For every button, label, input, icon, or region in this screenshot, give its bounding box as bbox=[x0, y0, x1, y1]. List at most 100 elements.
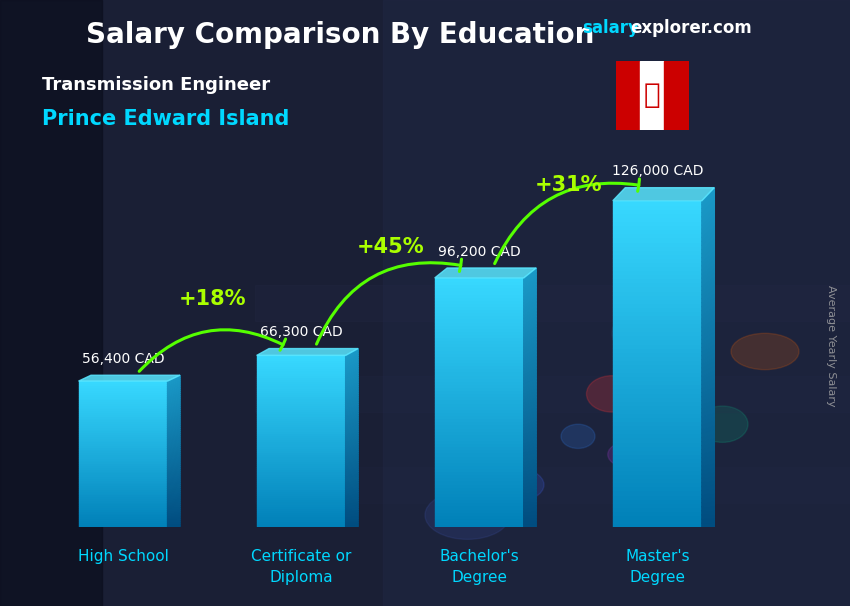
Bar bbox=[257, 484, 346, 487]
Bar bbox=[434, 418, 524, 421]
Bar bbox=[257, 426, 346, 428]
Polygon shape bbox=[524, 475, 536, 481]
Polygon shape bbox=[346, 367, 358, 375]
Polygon shape bbox=[702, 324, 714, 335]
Bar bbox=[257, 469, 346, 471]
Polygon shape bbox=[346, 447, 358, 452]
Polygon shape bbox=[524, 395, 536, 402]
Bar bbox=[434, 340, 524, 344]
Polygon shape bbox=[702, 243, 714, 258]
Bar bbox=[613, 490, 702, 494]
Bar bbox=[613, 245, 702, 250]
Polygon shape bbox=[702, 226, 714, 242]
Bar bbox=[613, 299, 702, 303]
Bar bbox=[78, 452, 167, 454]
Bar bbox=[78, 454, 167, 456]
Bar bbox=[78, 504, 167, 505]
Bar bbox=[613, 454, 702, 458]
Polygon shape bbox=[702, 281, 714, 295]
Bar bbox=[613, 487, 702, 490]
Polygon shape bbox=[524, 301, 536, 312]
Polygon shape bbox=[167, 390, 180, 398]
Polygon shape bbox=[702, 366, 714, 376]
Bar bbox=[613, 335, 702, 339]
Bar bbox=[257, 370, 346, 373]
Bar bbox=[613, 356, 702, 360]
Bar bbox=[434, 325, 524, 328]
Bar bbox=[434, 415, 524, 418]
Polygon shape bbox=[167, 457, 180, 461]
Polygon shape bbox=[346, 514, 358, 516]
Ellipse shape bbox=[612, 303, 714, 364]
Bar bbox=[257, 504, 346, 506]
Bar bbox=[613, 225, 702, 229]
Bar bbox=[257, 411, 346, 413]
Bar bbox=[613, 393, 702, 396]
Bar bbox=[78, 407, 167, 408]
Bar bbox=[613, 384, 702, 388]
Bar bbox=[78, 463, 167, 465]
Polygon shape bbox=[167, 385, 180, 392]
Bar bbox=[78, 401, 167, 403]
Polygon shape bbox=[702, 290, 714, 303]
Bar bbox=[257, 409, 346, 411]
Polygon shape bbox=[702, 268, 714, 282]
Polygon shape bbox=[702, 391, 714, 401]
Polygon shape bbox=[524, 508, 536, 511]
Bar bbox=[613, 258, 702, 262]
Polygon shape bbox=[524, 479, 536, 484]
Polygon shape bbox=[167, 407, 180, 414]
Polygon shape bbox=[702, 345, 714, 356]
Bar bbox=[257, 523, 346, 525]
Bar bbox=[78, 524, 167, 525]
Polygon shape bbox=[524, 410, 536, 418]
Bar bbox=[434, 362, 524, 365]
Bar bbox=[613, 401, 702, 405]
Polygon shape bbox=[167, 430, 180, 436]
Bar bbox=[434, 359, 524, 362]
Bar bbox=[434, 508, 524, 511]
Bar bbox=[434, 331, 524, 334]
Polygon shape bbox=[346, 427, 358, 433]
Bar bbox=[257, 416, 346, 418]
Bar bbox=[78, 493, 167, 494]
Bar bbox=[257, 454, 346, 456]
Bar bbox=[613, 250, 702, 254]
Polygon shape bbox=[167, 459, 180, 463]
Bar bbox=[255, 467, 850, 503]
Polygon shape bbox=[167, 519, 180, 522]
Bar bbox=[78, 381, 167, 383]
Polygon shape bbox=[702, 408, 714, 417]
Polygon shape bbox=[702, 277, 714, 290]
Bar bbox=[434, 371, 524, 375]
Bar bbox=[78, 443, 167, 445]
Polygon shape bbox=[346, 429, 358, 435]
Polygon shape bbox=[346, 516, 358, 519]
Polygon shape bbox=[167, 444, 180, 448]
Polygon shape bbox=[524, 488, 536, 493]
Bar bbox=[257, 428, 346, 431]
Polygon shape bbox=[524, 498, 536, 502]
Polygon shape bbox=[346, 431, 358, 437]
Bar bbox=[257, 482, 346, 484]
Bar bbox=[434, 474, 524, 478]
Polygon shape bbox=[346, 491, 358, 495]
Bar bbox=[257, 377, 346, 379]
Polygon shape bbox=[524, 385, 536, 393]
Polygon shape bbox=[524, 291, 536, 303]
Polygon shape bbox=[702, 298, 714, 311]
Polygon shape bbox=[167, 482, 180, 485]
Polygon shape bbox=[702, 481, 714, 487]
Bar bbox=[257, 435, 346, 437]
Polygon shape bbox=[167, 392, 180, 399]
Bar bbox=[434, 409, 524, 412]
Polygon shape bbox=[346, 358, 358, 366]
Polygon shape bbox=[167, 516, 180, 518]
Bar bbox=[78, 408, 167, 410]
Polygon shape bbox=[167, 383, 180, 390]
Polygon shape bbox=[167, 453, 180, 458]
Bar bbox=[257, 360, 346, 362]
Polygon shape bbox=[167, 419, 180, 425]
Bar bbox=[257, 495, 346, 497]
Bar bbox=[257, 508, 346, 510]
